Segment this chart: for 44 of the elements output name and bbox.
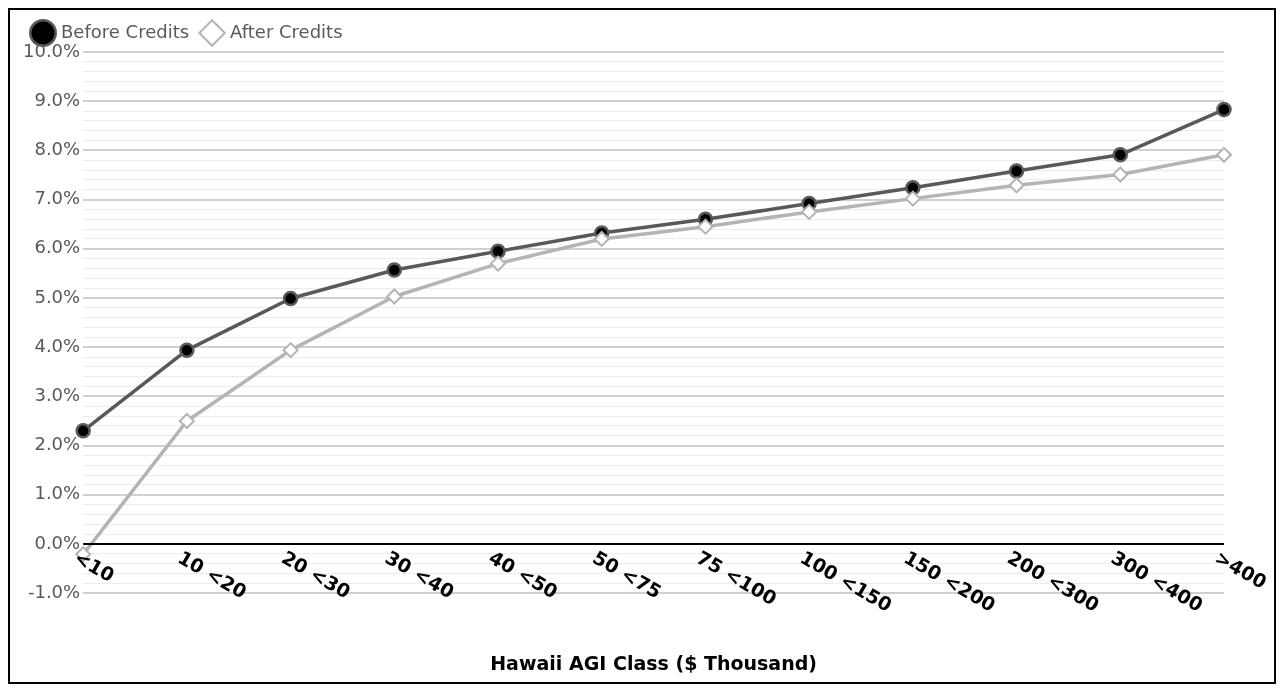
point bbox=[904, 190, 921, 207]
point bbox=[75, 423, 91, 439]
x-axis-title: Hawaii AGI Class ($ Thousand) bbox=[490, 651, 817, 674]
point bbox=[490, 255, 507, 272]
point bbox=[1008, 177, 1025, 194]
point bbox=[1112, 147, 1129, 163]
y-tick-label: 5.0% bbox=[34, 285, 81, 307]
legend-label: After Credits bbox=[230, 20, 343, 42]
point bbox=[697, 218, 714, 235]
x-tick-label: 50 <75 bbox=[589, 545, 666, 603]
x-tick-label: 30 <40 bbox=[381, 545, 459, 603]
point bbox=[282, 290, 299, 307]
point bbox=[179, 342, 195, 358]
point bbox=[1008, 163, 1025, 179]
y-tick-label: 8.0% bbox=[34, 138, 81, 160]
point bbox=[386, 262, 403, 278]
point bbox=[282, 342, 299, 359]
y-tick-label: 10.0% bbox=[22, 39, 81, 61]
legend-label: Before Credits bbox=[61, 20, 190, 42]
point bbox=[593, 230, 610, 247]
x-tick-label: 300 <400 bbox=[1107, 545, 1207, 616]
x-tick-label: 150 <200 bbox=[900, 545, 1000, 616]
point bbox=[1216, 101, 1232, 118]
y-tick-label: 3.0% bbox=[34, 384, 81, 406]
y-tick-label: 2.0% bbox=[34, 433, 81, 455]
y-tick-label: 4.0% bbox=[34, 334, 81, 356]
point bbox=[386, 288, 403, 305]
y-tick-label: 7.0% bbox=[34, 187, 81, 209]
x-tick-label: 40 <50 bbox=[485, 545, 562, 603]
x-tick-label: 100 <150 bbox=[796, 545, 896, 616]
y-tick-label: 0.0% bbox=[34, 531, 81, 553]
x-tick-label: 20 <30 bbox=[278, 545, 355, 603]
point bbox=[1216, 146, 1232, 163]
y-tick-label: -1.0% bbox=[27, 580, 81, 602]
x-tick-label: 10 <20 bbox=[174, 545, 251, 603]
y-tick-label: 1.0% bbox=[34, 482, 81, 504]
y-tick-label: 9.0% bbox=[34, 88, 81, 110]
point bbox=[1112, 166, 1129, 183]
point bbox=[801, 203, 818, 220]
x-tick-label: 75 <100 bbox=[692, 545, 781, 610]
x-tick-label: 200 <300 bbox=[1004, 545, 1104, 616]
point bbox=[178, 413, 195, 429]
point bbox=[490, 243, 506, 260]
y-tick-label: 6.0% bbox=[34, 236, 81, 258]
